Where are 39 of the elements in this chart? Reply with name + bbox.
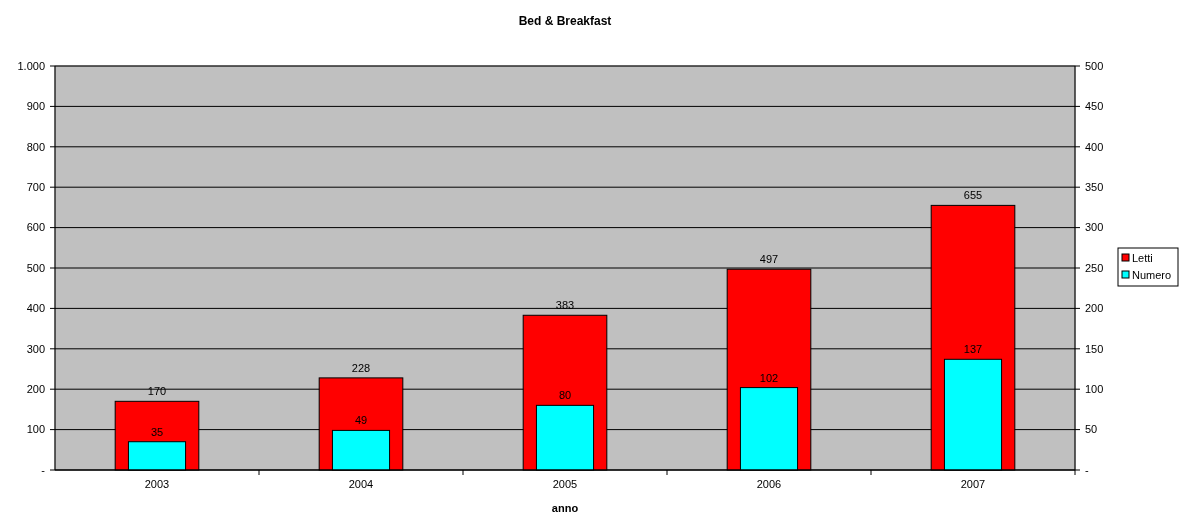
data-label: 35	[150, 425, 164, 438]
x-tick-label: 2005	[552, 478, 578, 490]
data-label: 655	[963, 189, 983, 202]
data-label: 49	[354, 414, 368, 427]
y-tick-label: 300	[26, 342, 45, 355]
y2-tick-label: 450	[1085, 100, 1104, 113]
y2-tick-label: -	[1085, 463, 1089, 476]
x-tick-label: 2004	[348, 478, 374, 490]
y2-tick-label: 350	[1085, 181, 1104, 194]
x-tick-label: 2006	[756, 478, 782, 490]
y2-tick-label: 200	[1085, 302, 1104, 315]
y2-tick-label: 300	[1085, 221, 1104, 234]
data-label: 80	[558, 389, 572, 402]
y2-tick-label: 500	[1085, 59, 1104, 72]
data-label: 102	[759, 371, 779, 384]
legend-label: Numero	[1132, 268, 1172, 281]
y2-tick-label: 150	[1085, 342, 1104, 355]
y2-tick-label: 400	[1085, 140, 1104, 153]
y2-tick-label: 100	[1085, 383, 1104, 396]
chart-title: Bed & Breakfast	[518, 14, 612, 28]
y-tick-label: 200	[26, 383, 45, 396]
y-tick-label: 900	[26, 100, 45, 113]
y-tick-label: 500	[26, 261, 45, 274]
data-label: 228	[351, 361, 371, 374]
y-tick-label: 100	[26, 423, 45, 436]
y2-tick-label: 50	[1085, 423, 1098, 436]
x-tick-label: 2007	[960, 478, 986, 490]
x-tick-label: 2003	[144, 478, 170, 490]
y-tick-label: 800	[26, 140, 45, 153]
y2-tick-label: 250	[1085, 261, 1104, 274]
y-tick-label: -	[41, 463, 46, 476]
y-tick-label: 1.000	[17, 59, 45, 72]
data-label: 497	[759, 253, 779, 266]
data-label: 137	[963, 343, 983, 356]
y-tick-label: 400	[26, 302, 45, 315]
legend-label: Letti	[1132, 251, 1153, 264]
y-tick-label: 600	[26, 221, 45, 234]
y-tick-label: 700	[26, 181, 45, 194]
x-axis-title: anno	[551, 502, 579, 514]
